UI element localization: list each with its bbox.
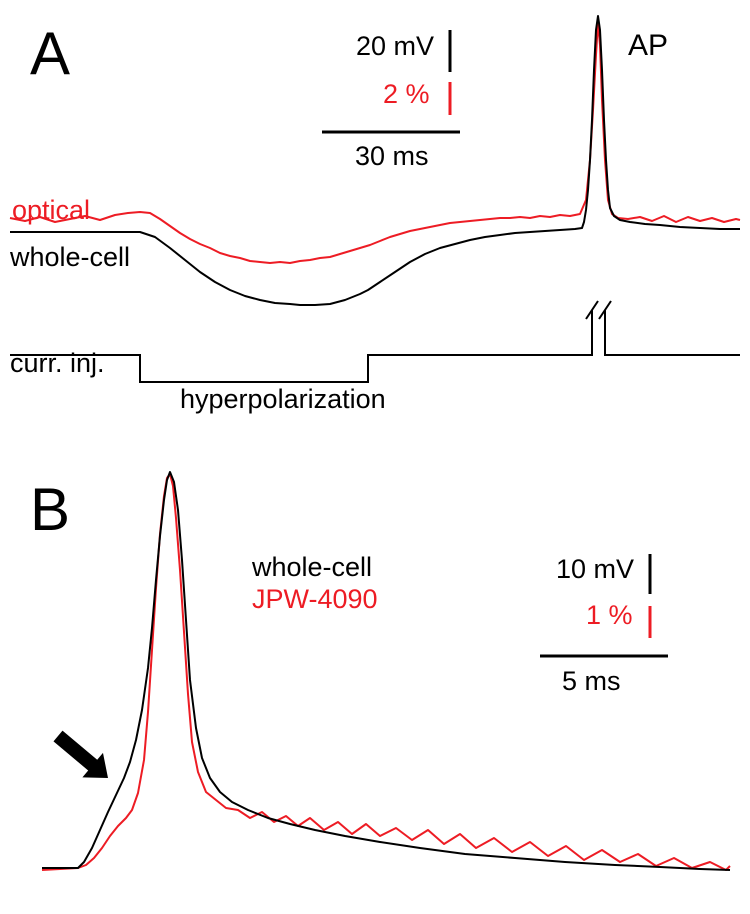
svg-text:20 mV: 20 mV <box>356 31 434 61</box>
svg-text:whole-cell: whole-cell <box>251 552 372 582</box>
svg-text:hyperpolarization: hyperpolarization <box>180 384 386 414</box>
svg-text:2 %: 2 % <box>383 79 430 109</box>
svg-text:optical: optical <box>12 195 90 225</box>
svg-text:A: A <box>30 20 70 87</box>
svg-text:B: B <box>30 476 70 543</box>
svg-text:30 ms: 30 ms <box>355 141 429 171</box>
svg-text:1 %: 1 % <box>586 600 633 630</box>
svg-text:AP: AP <box>628 29 668 62</box>
svg-text:5 ms: 5 ms <box>562 666 621 696</box>
svg-text:JPW-4090: JPW-4090 <box>252 584 378 614</box>
figure-svg: 20 mV 2 % 30 ms A AP optical whole-cell curr. i… <box>0 0 750 914</box>
svg-text:whole-cell: whole-cell <box>9 242 130 272</box>
svg-text:curr. inj.: curr. inj. <box>10 348 105 378</box>
svg-text:10 mV: 10 mV <box>556 554 634 584</box>
